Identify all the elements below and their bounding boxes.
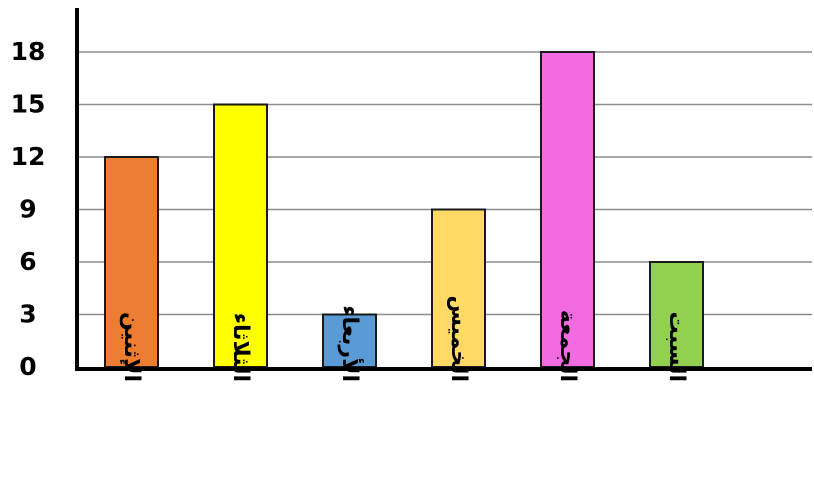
bar bbox=[540, 51, 595, 368]
bar bbox=[649, 261, 704, 368]
y-tick-label: 12 bbox=[11, 142, 46, 171]
axes bbox=[75, 8, 812, 371]
bar bbox=[213, 103, 268, 368]
x-tick-label: السبت bbox=[664, 312, 689, 382]
bars bbox=[104, 51, 704, 368]
bar bbox=[322, 313, 377, 368]
x-tick-label: الأربعاء bbox=[337, 305, 365, 382]
y-tick-labels: 0 3 6 9 12 15 18 bbox=[11, 37, 46, 381]
y-tick-label: 0 bbox=[19, 352, 36, 381]
x-tick-labels: الإثنين الثلاثاء الأربعاء الخميس الجمعة السبت bbox=[119, 296, 689, 383]
y-tick-label: 9 bbox=[19, 195, 36, 224]
x-tick-label: الخميس bbox=[446, 296, 471, 383]
x-tick-label: الإثنين bbox=[119, 312, 144, 382]
y-tick-label: 18 bbox=[11, 37, 46, 66]
x-tick-label: الجمعة bbox=[555, 310, 580, 382]
y-tick-label: 3 bbox=[19, 300, 36, 329]
y-tick-label: 15 bbox=[11, 90, 46, 119]
y-tick-label: 6 bbox=[19, 247, 36, 276]
x-tick-label: الثلاثاء bbox=[228, 313, 253, 382]
